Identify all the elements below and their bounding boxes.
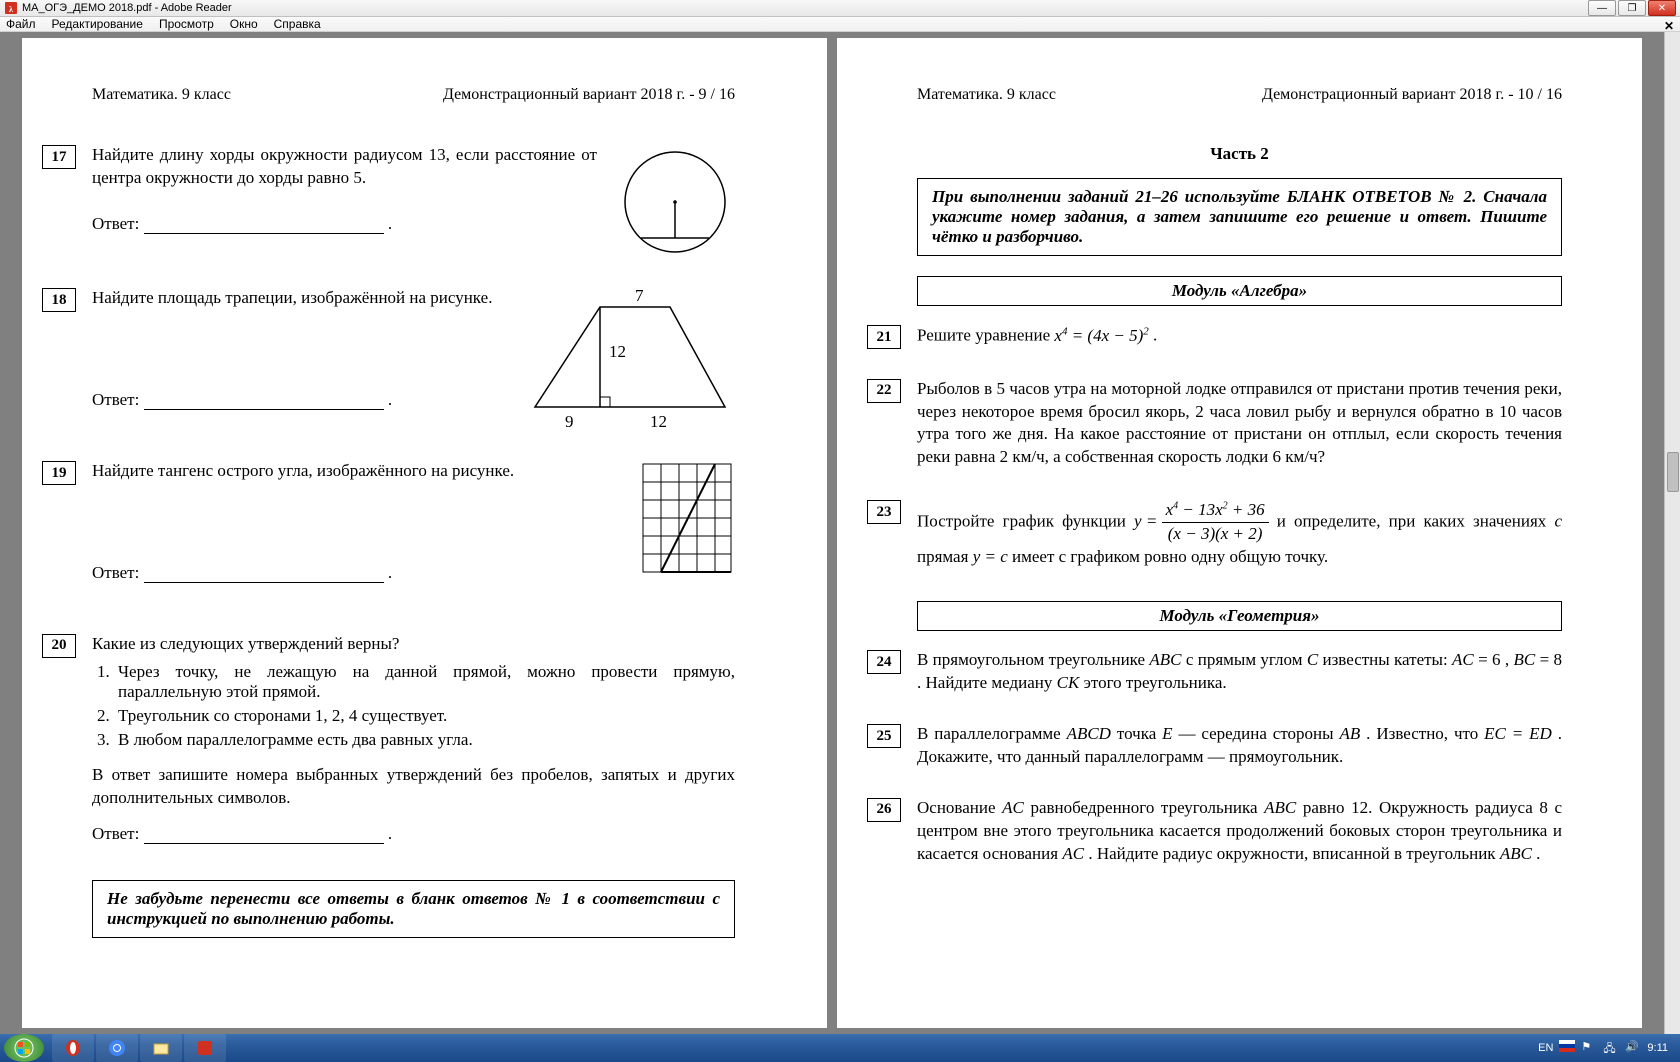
page-subject: Математика. 9 класс: [917, 86, 1056, 104]
task-text: Найдите площадь трапеции, изображённой н…: [92, 287, 507, 310]
task-18: 18 Найдите площадь трапеции, изображённо…: [92, 287, 735, 442]
task-20: 20 Какие из следующих утверждений верны?…: [92, 633, 735, 862]
tray-action-icon[interactable]: ⚑: [1581, 1040, 1597, 1056]
t23-p1: и определите, при каких значениях: [1277, 512, 1555, 531]
minimize-button[interactable]: —: [1588, 0, 1616, 16]
page-variant: Демонстрационный вариант 2018 г. - 9 / 1…: [443, 86, 735, 104]
t23-p2: прямая: [917, 547, 973, 566]
window-controls: — ❐ ✕: [1588, 0, 1676, 16]
answer-label: Ответ:: [92, 390, 139, 409]
start-button[interactable]: [4, 1034, 44, 1062]
task-text: Основание AC равнобедренного треугольник…: [917, 797, 1562, 866]
answer-line: [144, 233, 384, 234]
menu-file[interactable]: Файл: [6, 17, 36, 31]
module-geometry: Модуль «Геометрия»: [917, 601, 1562, 631]
t21-post: .: [1153, 326, 1157, 345]
answer-line: [144, 409, 384, 410]
label-bl: 9: [565, 412, 574, 431]
task-number: 26: [867, 798, 901, 822]
task-tail: В ответ запишите номера выбранных утверж…: [92, 764, 735, 810]
tray-network-icon[interactable]: 🖧: [1603, 1040, 1619, 1056]
page-9: Математика. 9 класс Демонстрационный вар…: [22, 38, 827, 1028]
task-text: Рыболов в 5 часов утра на моторной лодке…: [917, 378, 1562, 470]
figure-trapezoid: 7 12 9 12: [525, 287, 735, 442]
taskbar-reader[interactable]: [184, 1034, 226, 1062]
answer-label: Ответ:: [92, 824, 139, 843]
task-number: 18: [42, 288, 76, 312]
taskbar-chrome[interactable]: [96, 1034, 138, 1062]
menu-view[interactable]: Просмотр: [159, 17, 214, 31]
label-br: 12: [650, 412, 667, 431]
task-text: Найдите длину хорды окружности радиусом …: [92, 144, 597, 190]
menu-edit[interactable]: Редактирование: [52, 17, 143, 31]
task-19: 19 Найдите тангенс острого угла, изображ…: [92, 460, 735, 615]
task-number: 20: [42, 634, 76, 658]
task-number: 24: [867, 650, 901, 674]
task-q: Какие из следующих утверждений верны?: [92, 633, 735, 656]
figure-grid-angle: [639, 460, 735, 615]
task-23: 23 Постройте график функции y = x4 − 13x…: [917, 499, 1562, 575]
task-24: 24 В прямоугольном треугольнике ABC с пр…: [917, 649, 1562, 701]
answer-label: Ответ:: [92, 563, 139, 582]
maximize-button[interactable]: ❐: [1618, 0, 1646, 16]
tray-lang[interactable]: EN: [1538, 1042, 1553, 1054]
task-26: 26 Основание AC равнобедренного треуголь…: [917, 797, 1562, 872]
taskbar: EN ⚑ 🖧 🔊 9:11: [0, 1034, 1680, 1062]
tray-flag-icon[interactable]: [1559, 1040, 1575, 1056]
t23-p3: имеет с графиком ровно одну общую точку.: [1012, 547, 1328, 566]
task-number: 23: [867, 500, 901, 524]
label-h: 12: [609, 342, 626, 361]
taskbar-opera[interactable]: [52, 1034, 94, 1062]
tray-time[interactable]: 9:11: [1647, 1042, 1668, 1054]
titlebar: λ МА_ОГЭ_ДЕМО 2018.pdf - Adobe Reader — …: [0, 0, 1680, 17]
menu-help[interactable]: Справка: [274, 17, 321, 31]
answer-label: Ответ:: [92, 214, 139, 233]
menubar: Файл Редактирование Просмотр Окно Справк…: [0, 17, 1680, 32]
task-text: Найдите тангенс острого угла, изображённ…: [92, 460, 621, 483]
menu-window[interactable]: Окно: [230, 17, 258, 31]
scrollbar-thumb[interactable]: [1667, 452, 1679, 492]
taskbar-explorer[interactable]: [140, 1034, 182, 1062]
task-number: 19: [42, 461, 76, 485]
t21-eq: x4 = (4x − 5)2: [1054, 326, 1148, 345]
instructions-box: При выполнении заданий 21–26 используйте…: [917, 178, 1562, 256]
task-25: 25 В параллелограмме ABCD точка E — сере…: [917, 723, 1562, 775]
t23-pre: Постройте график функции: [917, 512, 1134, 531]
answer-line: [144, 582, 384, 583]
part-2-heading: Часть 2: [917, 144, 1562, 164]
pdf-icon: λ: [4, 1, 18, 15]
task-22: 22 Рыболов в 5 часов утра на моторной ло…: [917, 378, 1562, 476]
close-button[interactable]: ✕: [1648, 0, 1676, 16]
page-10: Математика. 9 класс Демонстрационный вар…: [837, 38, 1642, 1028]
t21-pre: Решите уравнение: [917, 326, 1054, 345]
system-tray: EN ⚑ 🖧 🔊 9:11: [1538, 1040, 1676, 1056]
document-viewer: Математика. 9 класс Демонстрационный вар…: [0, 32, 1680, 1034]
task-text: В прямоугольном треугольнике ABC с прямы…: [917, 649, 1562, 695]
stmt-2: Треугольник со сторонами 1, 2, 4 существ…: [114, 706, 735, 726]
module-algebra: Модуль «Алгебра»: [917, 276, 1562, 306]
statements: Через точку, не лежащую на данной прямой…: [114, 662, 735, 750]
page-subject: Математика. 9 класс: [92, 86, 231, 104]
task-21: 21 Решите уравнение x4 = (4x − 5)2 .: [917, 324, 1562, 354]
task-text: В параллелограмме ABCD точка E — середин…: [917, 723, 1562, 769]
t23-eq: y = x4 − 13x2 + 36 (x − 3)(x + 2): [1134, 499, 1269, 546]
svg-text:λ: λ: [9, 5, 13, 14]
page-variant: Демонстрационный вариант 2018 г. - 10 / …: [1262, 86, 1562, 104]
task-number: 17: [42, 145, 76, 169]
window-title: МА_ОГЭ_ДЕМО 2018.pdf - Adobe Reader: [22, 2, 232, 14]
stmt-3: В любом параллелограмме есть два равных …: [114, 730, 735, 750]
reminder-box: Не забудьте перенести все ответы в бланк…: [92, 880, 735, 938]
figure-circle: [615, 144, 735, 269]
tray-volume-icon[interactable]: 🔊: [1625, 1040, 1641, 1056]
stmt-1: Через точку, не лежащую на данной прямой…: [114, 662, 735, 702]
task-number: 22: [867, 379, 901, 403]
answer-line: [144, 843, 384, 844]
label-top: 7: [635, 287, 644, 305]
task-number: 21: [867, 325, 901, 349]
doc-close-icon[interactable]: ✕: [1664, 19, 1674, 33]
task-number: 25: [867, 724, 901, 748]
scrollbar-vertical[interactable]: [1664, 32, 1680, 1034]
task-17: 17 Найдите длину хорды окружности радиус…: [92, 144, 735, 269]
